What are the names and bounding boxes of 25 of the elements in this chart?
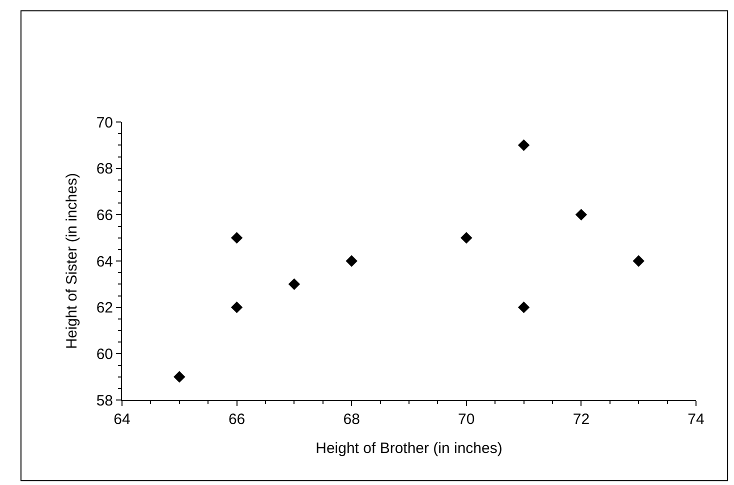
y-tick-label: 64: [96, 253, 113, 270]
point: [518, 301, 530, 314]
y-tick-label: 70: [96, 114, 113, 132]
x-tick-label: 66: [228, 411, 246, 428]
point: [632, 255, 644, 267]
x-tick-label: 74: [688, 411, 704, 428]
point: [230, 301, 243, 314]
point: [346, 255, 358, 267]
y-tick-label: 66: [96, 206, 113, 224]
x-tick-label: 70: [458, 411, 475, 428]
point: [230, 232, 243, 244]
y-tick-label: 62: [96, 300, 113, 317]
point: [575, 208, 588, 221]
x-axis-title: Height of Brother (in inches): [316, 440, 502, 457]
x-tick-label: 68: [343, 411, 360, 428]
x-tick-label: 64: [114, 411, 130, 428]
point: [518, 139, 530, 152]
point: [460, 232, 472, 244]
y-tick-label: 58: [96, 392, 113, 410]
y-axis-title: Height of Sister (in inches): [64, 173, 81, 349]
point: [288, 278, 300, 290]
y-tick-label: 60: [96, 346, 113, 363]
y-tick-label: 68: [96, 160, 113, 178]
x-tick-label: 72: [572, 411, 590, 428]
point: [174, 370, 186, 383]
